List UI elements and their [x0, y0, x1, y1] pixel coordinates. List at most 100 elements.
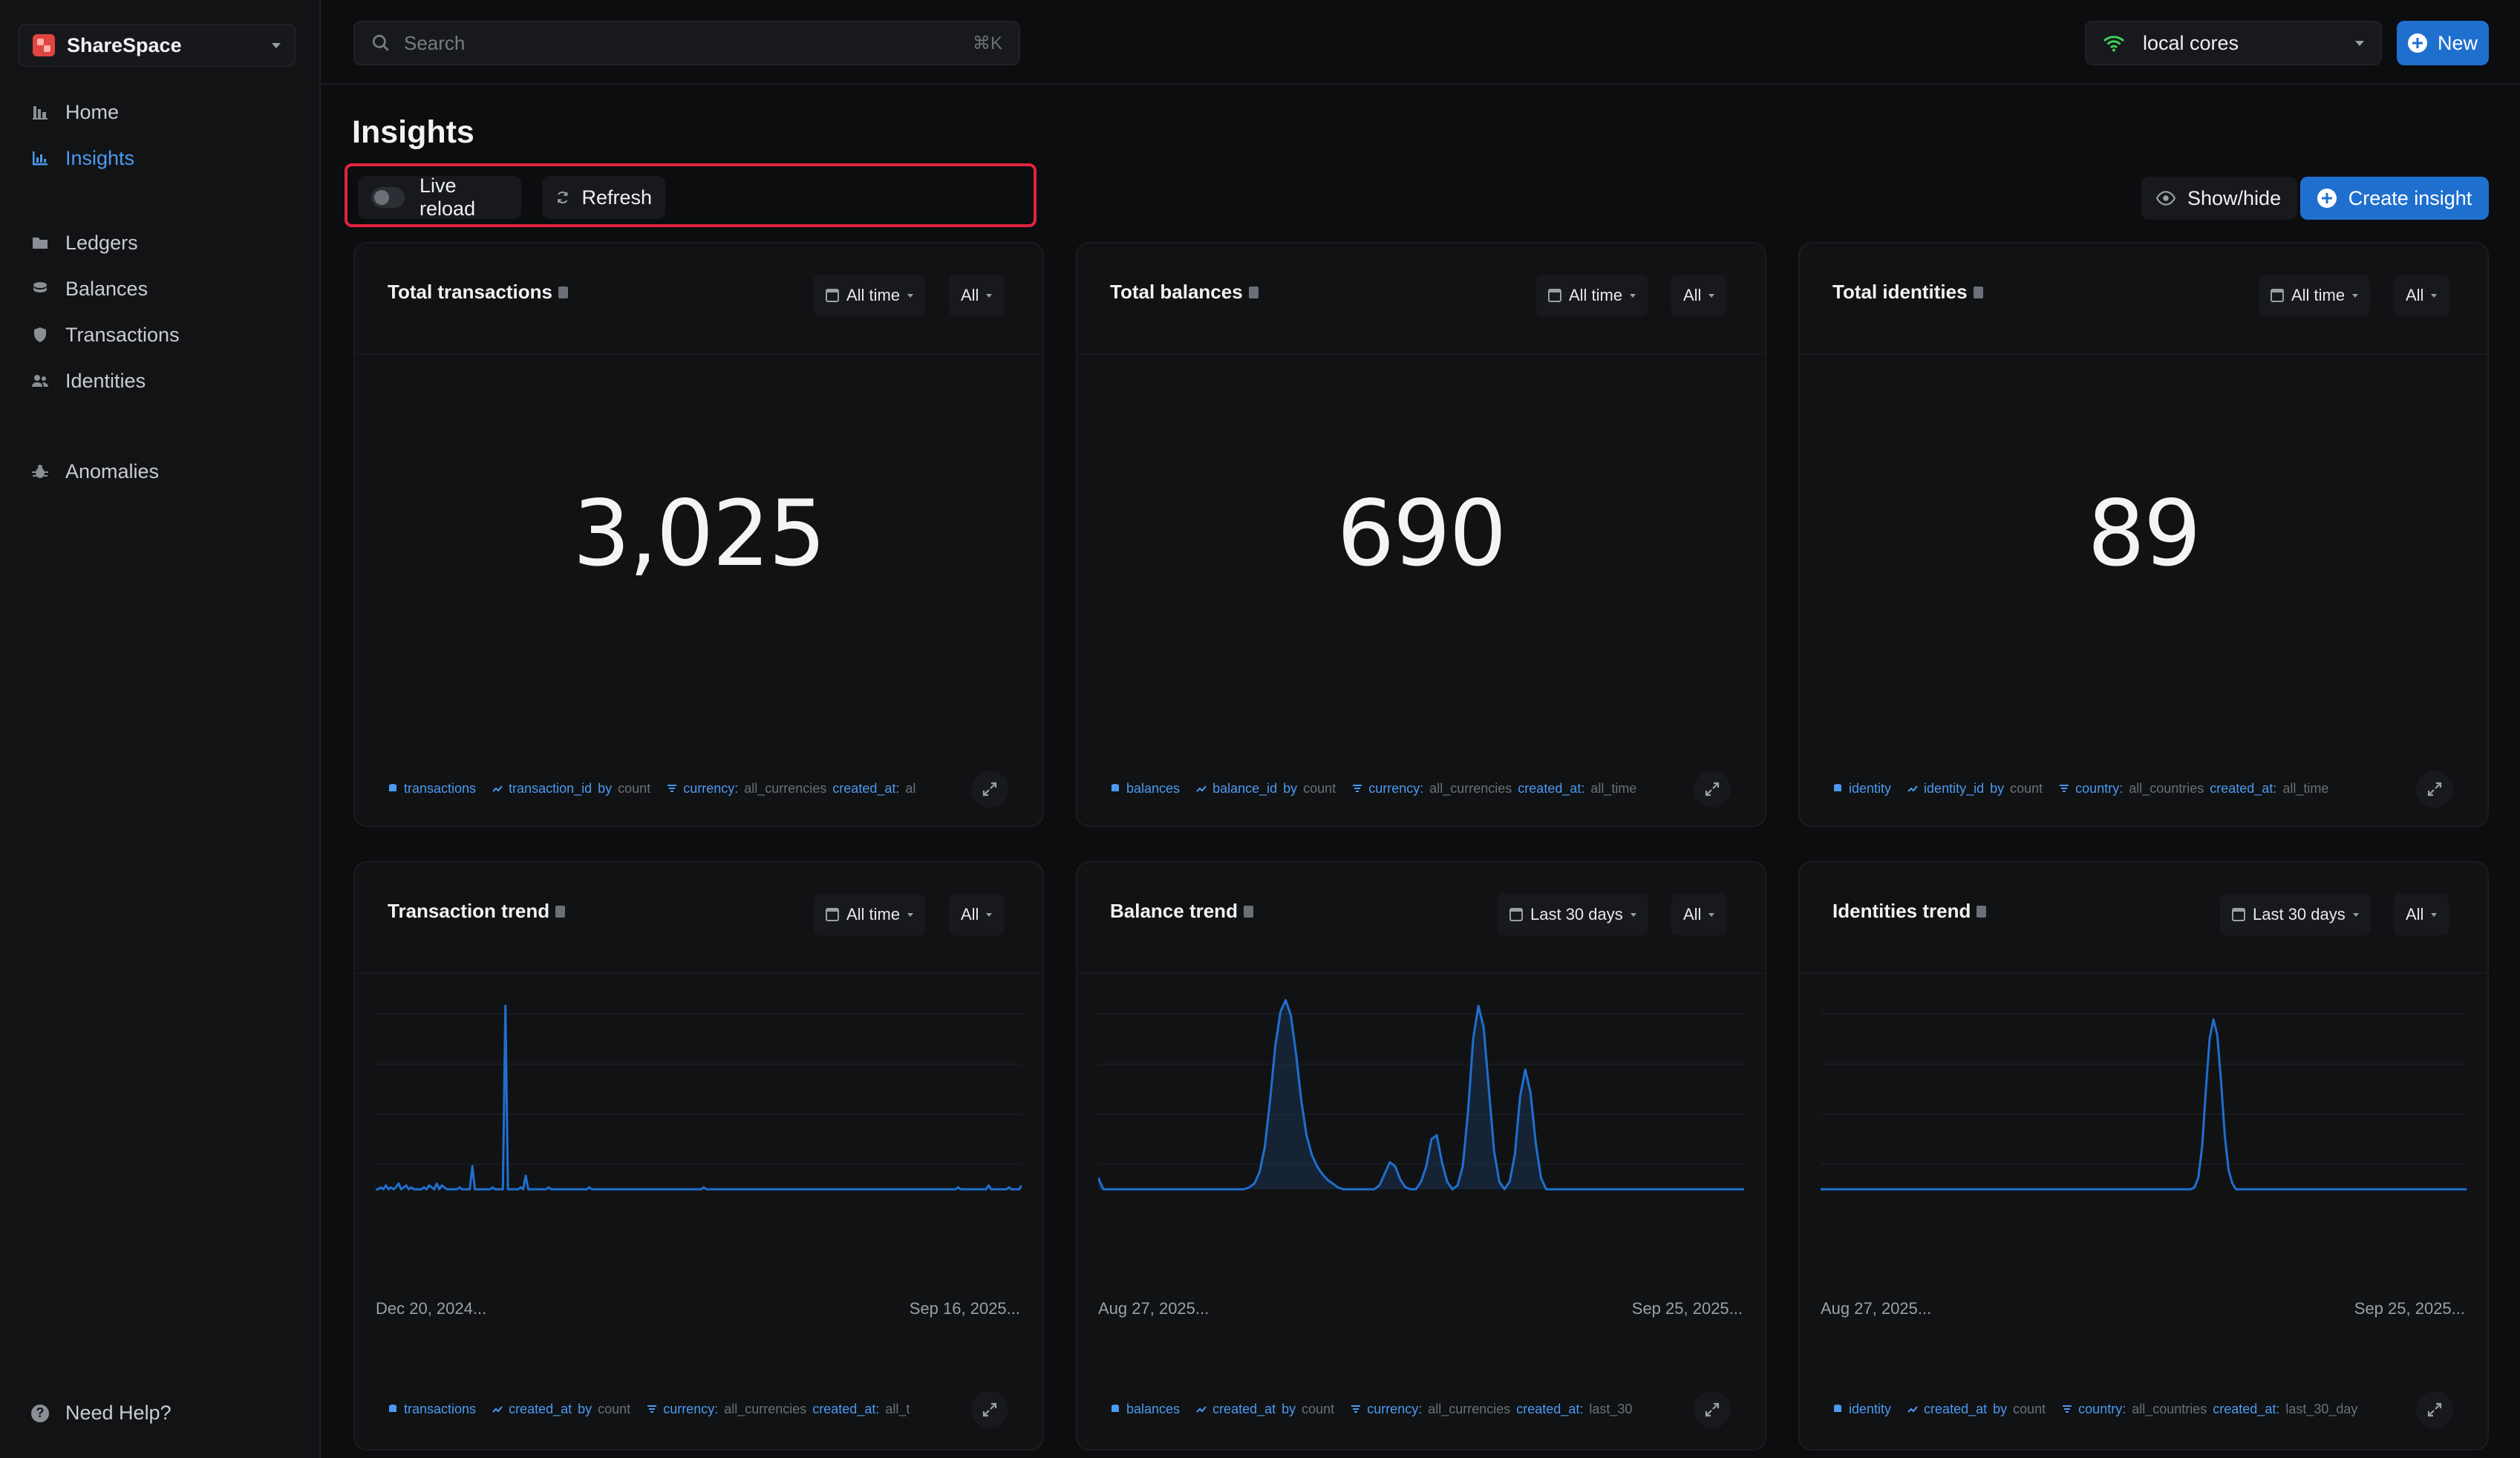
x-axis-end-label: Sep 25, 2025...: [2354, 1299, 2465, 1318]
trend-chart: [1821, 978, 2467, 1201]
live-reload-toggle[interactable]: Live reload: [358, 174, 521, 220]
annotation-highlight-box: [345, 163, 1037, 227]
show-hide-button[interactable]: Show/hide: [2141, 177, 2297, 220]
workspace-selector[interactable]: ShareSpace: [18, 24, 296, 67]
sidebar-item-label: Home: [65, 100, 120, 123]
insight-card-balance-trend: Balance trend Last 30 days All Aug 27, 2…: [1076, 861, 1766, 1451]
card-footer: transactions transaction_id by count cur…: [388, 766, 1013, 811]
filter-selector[interactable]: All: [2394, 894, 2449, 935]
calendar-icon: [826, 289, 839, 302]
chevron-down-icon: [2352, 293, 2359, 298]
trend-icon: [1907, 785, 1918, 792]
expand-button[interactable]: [2416, 1391, 2453, 1428]
sidebar-item-insights[interactable]: Insights: [18, 135, 300, 181]
x-axis-start-label: Aug 27, 2025...: [1098, 1299, 1210, 1318]
search-shortcut: ⌘K: [972, 33, 1002, 53]
card-header: Total transactions All time All: [355, 243, 1042, 355]
filter-icon: [2063, 1405, 2072, 1413]
filter-icon: [1353, 785, 1362, 792]
footer-metric: created_at by count: [492, 1402, 630, 1417]
trend-chart-svg: [1098, 998, 1744, 1191]
database-icon: [1834, 784, 1841, 791]
topbar: Search ⌘K local cores New: [321, 0, 2520, 85]
sidebar-item-home[interactable]: Home: [18, 89, 300, 135]
footer-metric: identity_id by count: [1907, 781, 2043, 797]
range-selector[interactable]: Last 30 days: [2220, 894, 2371, 935]
chart-icon: [31, 149, 49, 167]
filter-selector[interactable]: All: [1671, 894, 1727, 935]
filter-selector[interactable]: All: [949, 894, 1005, 935]
trend-chart: [376, 978, 1022, 1201]
wifi-icon: [2103, 36, 2125, 52]
card-title: Transaction trend: [388, 900, 566, 923]
sidebar-item-anomalies[interactable]: Anomalies: [18, 448, 300, 494]
footer-source: transactions: [388, 1402, 476, 1417]
expand-button[interactable]: [971, 771, 1008, 808]
new-button[interactable]: New: [2397, 21, 2489, 65]
database-icon: [1112, 1405, 1119, 1412]
filter-selector[interactable]: All: [1671, 275, 1727, 316]
trend-icon: [1196, 785, 1207, 792]
need-help-link[interactable]: ? Need Help?: [31, 1402, 172, 1425]
chevron-down-icon: [1708, 912, 1715, 917]
footer-metric: created_at by count: [1907, 1402, 2046, 1417]
filter-icon: [667, 785, 677, 792]
chevron-down-icon: [1708, 293, 1715, 298]
card-header: Total balances All time All: [1077, 243, 1765, 355]
expand-button[interactable]: [2416, 771, 2453, 808]
chevron-down-icon: [2431, 293, 2438, 298]
help-label: Need Help?: [65, 1402, 172, 1424]
trend-icon: [492, 785, 503, 792]
card-title: Total transactions: [388, 281, 569, 304]
range-selector[interactable]: Last 30 days: [1498, 894, 1648, 935]
sidebar-item-balances[interactable]: Balances: [18, 266, 300, 312]
sidebar-item-transactions[interactable]: Transactions: [18, 312, 300, 358]
card-footer: balances created_at by count currency: a…: [1110, 1387, 1735, 1431]
card-header: Identities trend Last 30 days All: [1800, 863, 2487, 974]
card-header: Balance trend Last 30 days All: [1077, 863, 1765, 974]
expand-button[interactable]: [1694, 1391, 1731, 1428]
refresh-label: Refresh: [581, 186, 652, 209]
insight-card-total-identities: Total identities All time All 89 identit…: [1798, 242, 2489, 827]
plus-circle-icon: [2407, 33, 2427, 53]
expand-button[interactable]: [1694, 771, 1731, 808]
eye-icon: [2156, 191, 2175, 206]
note-icon: [558, 286, 569, 298]
folder-icon: [31, 234, 49, 252]
range-selector[interactable]: All time: [1536, 275, 1648, 316]
series-line: [376, 1004, 1022, 1191]
trend-chart: [1098, 978, 1744, 1201]
footer-metric: transaction_id by count: [492, 781, 650, 797]
create-insight-button[interactable]: Create insight: [2300, 177, 2489, 220]
page-title: Insights: [352, 114, 474, 150]
refresh-button[interactable]: Refresh: [542, 176, 665, 219]
trend-icon: [1196, 1406, 1207, 1413]
coins-icon: [31, 280, 49, 298]
range-selector[interactable]: All time: [814, 894, 926, 935]
card-title: Total balances: [1110, 281, 1259, 304]
footer-metric: created_at by count: [1196, 1402, 1334, 1417]
card-title: Balance trend: [1110, 900, 1253, 923]
cores-selector[interactable]: local cores: [2085, 21, 2382, 65]
chevron-down-icon: [907, 293, 914, 298]
sidebar-item-identities[interactable]: Identities: [18, 358, 300, 404]
bug-icon: [31, 462, 49, 480]
sidebar-item-ledgers[interactable]: Ledgers: [18, 220, 300, 266]
range-selector[interactable]: All time: [814, 275, 926, 316]
card-footer: identity identity_id by count country: a…: [1832, 766, 2458, 811]
sidebar-item-label: Ledgers: [65, 231, 138, 254]
chevron-down-icon: [907, 912, 914, 917]
search-input[interactable]: Search ⌘K: [353, 21, 1020, 65]
sidebar-item-label: Insights: [65, 146, 135, 169]
database-icon: [1834, 1405, 1841, 1412]
filter-selector[interactable]: All: [949, 275, 1005, 316]
search-placeholder: Search: [404, 31, 466, 54]
expand-button[interactable]: [971, 1391, 1008, 1428]
live-reload-label: Live reload: [420, 174, 476, 220]
filter-icon: [2060, 785, 2069, 792]
filter-selector[interactable]: All: [2394, 275, 2449, 316]
trend-chart-svg: [376, 1004, 1022, 1191]
range-selector[interactable]: All time: [2259, 275, 2371, 316]
toggle-switch-icon: [371, 187, 405, 208]
footer-filter: country: all_countries created_at: last_…: [2062, 1402, 2357, 1417]
